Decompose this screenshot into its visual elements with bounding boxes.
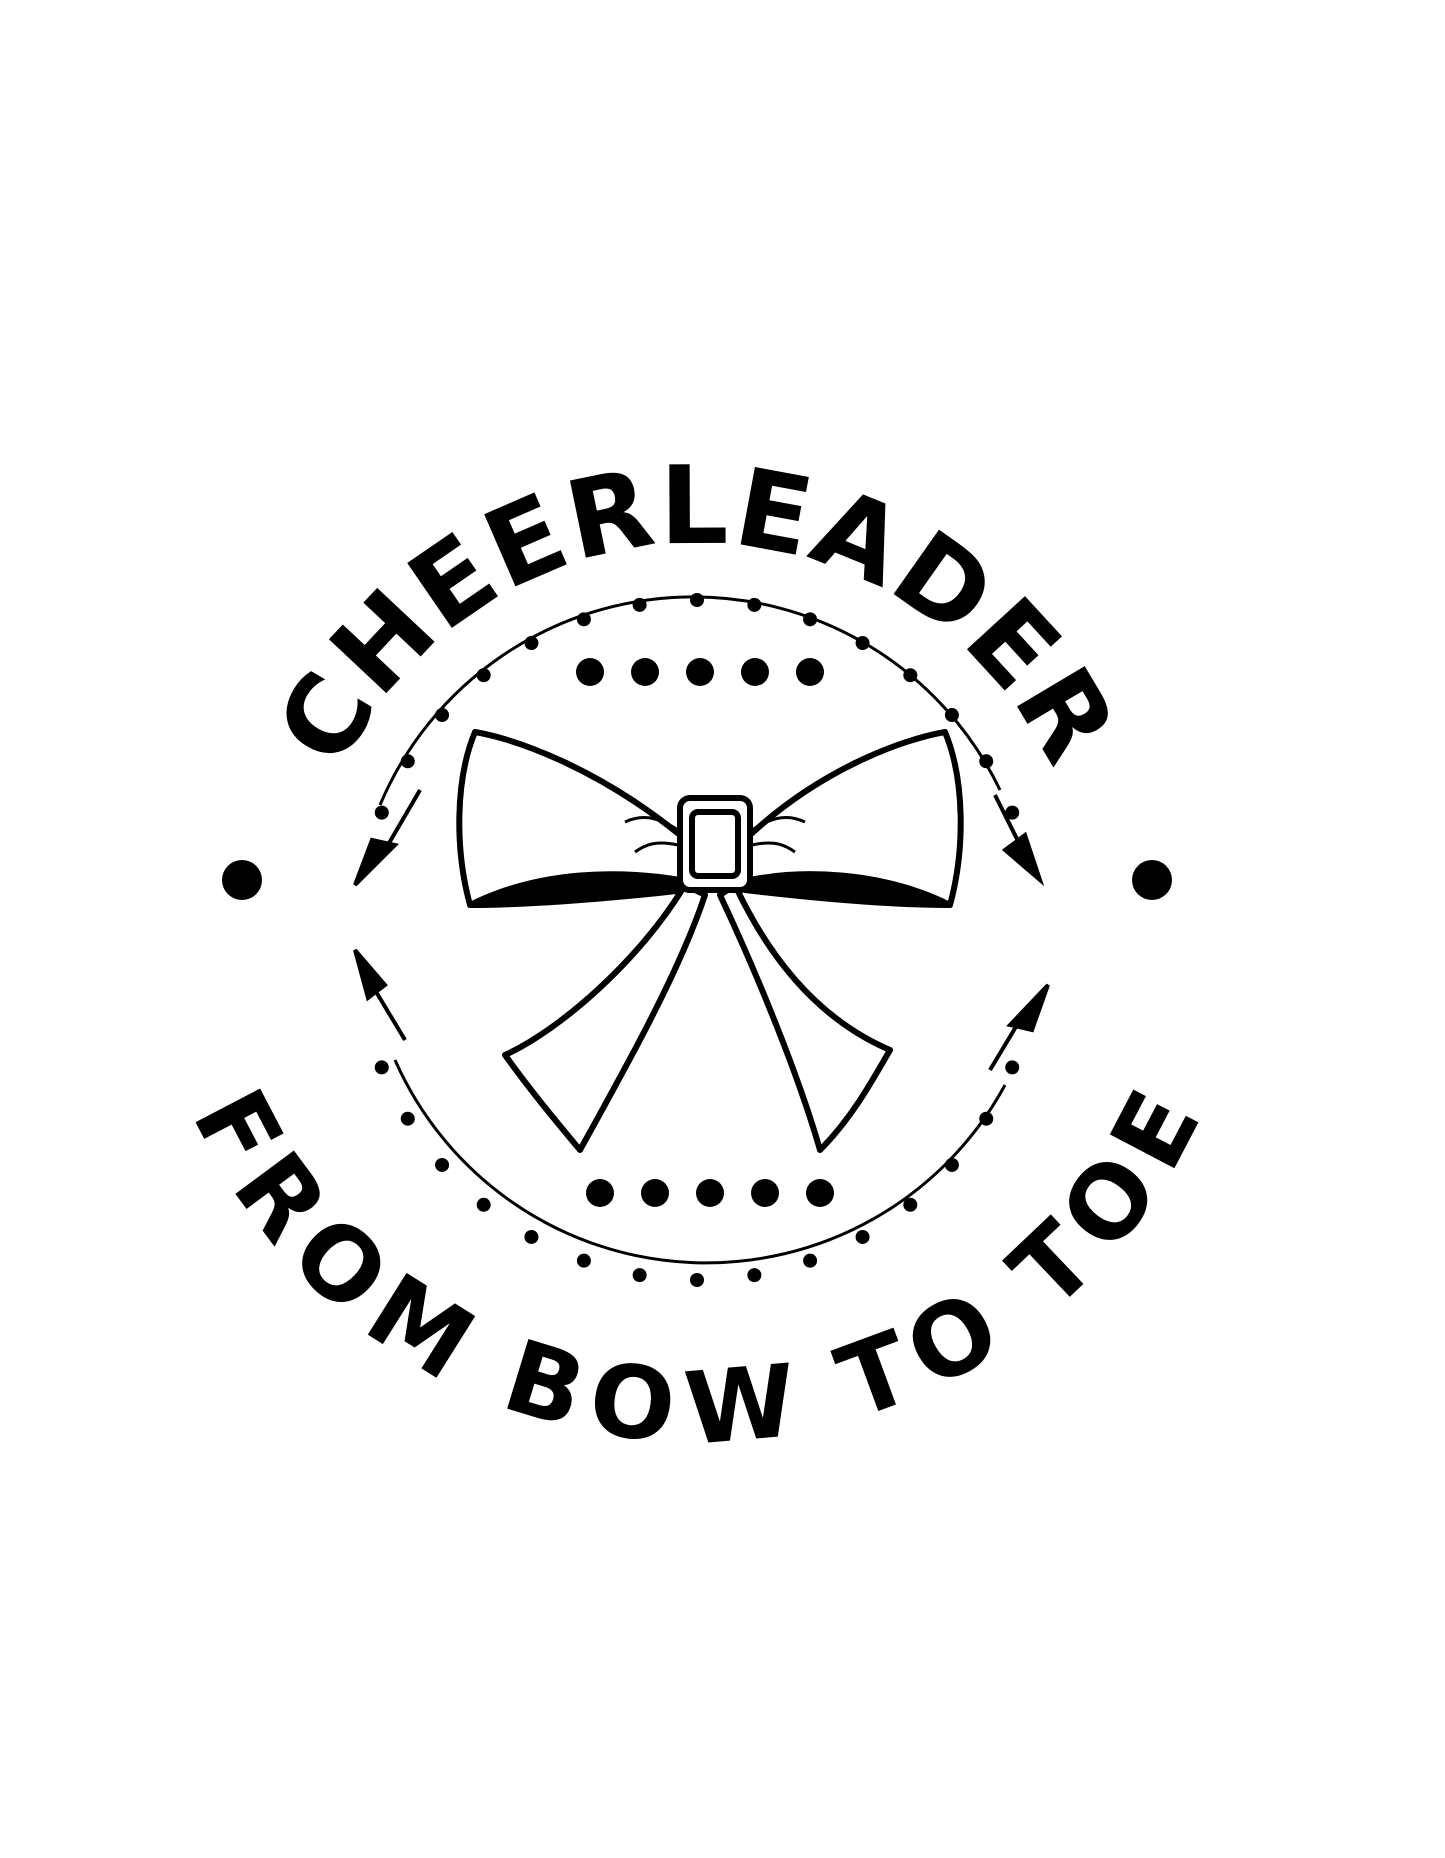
bottom-text: FROM BOW TO TOE	[170, 1071, 1224, 1468]
bead-dot	[903, 1197, 918, 1212]
bead-dot	[944, 708, 959, 723]
bead-dot	[903, 668, 918, 683]
bead-dot	[690, 593, 704, 607]
bead-dot	[747, 597, 762, 612]
bead-dot	[524, 636, 539, 651]
bead-dot	[632, 1268, 647, 1283]
bead-dots-icon	[374, 593, 1020, 1287]
bottom-dot-row-icon	[586, 1179, 834, 1207]
bead-dot	[400, 754, 415, 769]
arrow-icon	[353, 788, 1050, 1072]
bead-dot	[803, 612, 818, 627]
bead-dot	[855, 1229, 870, 1244]
bead-dot	[944, 1157, 959, 1172]
bead-dot	[1005, 1060, 1020, 1075]
bead-dot	[476, 668, 491, 683]
bow-icon	[456, 729, 964, 1153]
bead-dot	[632, 597, 647, 612]
left-dot-icon	[222, 860, 262, 900]
top-dot-row-icon	[576, 658, 824, 686]
bead-dot	[400, 1111, 415, 1126]
bead-dot	[855, 636, 870, 651]
bead-dot	[435, 708, 450, 723]
bead-dot	[979, 1111, 994, 1126]
bead-dot	[803, 1253, 818, 1268]
bead-dot	[476, 1197, 491, 1212]
bead-dot	[1005, 805, 1020, 820]
bead-dot	[690, 1273, 704, 1287]
right-dot-icon	[1132, 860, 1172, 900]
bead-dot	[374, 805, 389, 820]
bead-dot	[979, 754, 994, 769]
bow-crease-icon	[624, 816, 806, 854]
bead-dot	[747, 1268, 762, 1283]
bead-dot	[576, 612, 591, 627]
bead-dot	[524, 1229, 539, 1244]
bead-dot	[374, 1060, 389, 1075]
bead-dot	[576, 1253, 591, 1268]
dotted-arc-icon	[378, 595, 1007, 1265]
bead-dot	[435, 1157, 450, 1172]
top-text: CHEERLEADER	[253, 444, 1140, 785]
